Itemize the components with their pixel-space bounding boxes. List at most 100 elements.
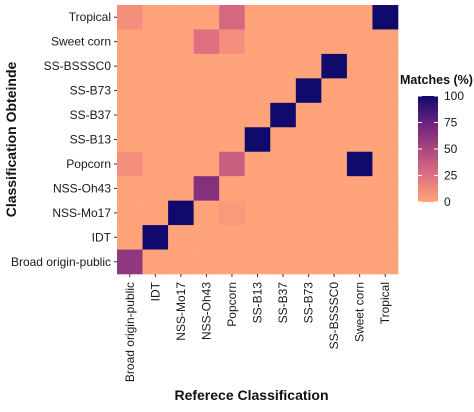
x-tick-label: SS-B37: [276, 282, 290, 324]
heatmap-cell: [346, 78, 373, 104]
heatmap-cells: [117, 5, 399, 275]
y-axis-title: Classification Obteinde: [3, 61, 19, 217]
y-tick-label: SS-B13: [70, 133, 112, 147]
heatmap-cell: [168, 29, 194, 55]
heatmap-cell: [372, 78, 399, 104]
heatmap-cell: [219, 127, 246, 153]
heatmap-cell: [244, 200, 271, 226]
heatmap-cell: [142, 225, 169, 250]
heatmap-cell: [372, 176, 399, 201]
heatmap-cell: [295, 29, 322, 55]
heatmap-cell: [117, 151, 143, 177]
heatmap-cell: [193, 78, 220, 104]
heatmap-cell: [193, 225, 220, 250]
heatmap-cell: [270, 225, 297, 250]
heatmap-cell: [219, 249, 246, 275]
heatmap-cell: [193, 176, 220, 201]
heatmap-cell: [117, 78, 143, 104]
heatmap-cell: [117, 249, 143, 275]
heatmap-cell: [270, 249, 297, 275]
heatmap-cell: [372, 151, 399, 177]
heatmap-cell: [117, 225, 143, 250]
heatmap-cell: [372, 200, 399, 226]
heatmap-cell: [244, 53, 271, 79]
heatmap-cell: [270, 102, 297, 128]
heatmap-cell: [117, 200, 143, 226]
heatmap-cell: [193, 127, 220, 153]
heatmap-cell: [193, 53, 220, 79]
x-axis-ticks: Broad origin-public IDT NSS-Mo17 NSS-Oh43 Po…: [123, 274, 392, 382]
heatmap-cell: [346, 249, 373, 275]
x-tick-label: SS-BSSSC0: [327, 282, 341, 350]
y-tick-label: Popcorn: [66, 157, 111, 171]
heatmap-cell: [321, 78, 348, 104]
heatmap-cell: [168, 102, 194, 128]
legend-title: Matches (%): [400, 73, 473, 87]
heatmap-cell: [372, 225, 399, 250]
heatmap-cell: [372, 102, 399, 128]
heatmap-cell: [295, 5, 322, 30]
heatmap-cell: [117, 102, 143, 128]
heatmap-cell: [270, 127, 297, 153]
heatmap-cell: [270, 78, 297, 104]
heatmap-cell: [117, 5, 143, 30]
heatmap-cell: [219, 200, 246, 226]
heatmap-cell: [193, 151, 220, 177]
legend-tick-label: 75: [444, 116, 458, 130]
heatmap-cell: [193, 249, 220, 275]
heatmap-cell: [142, 151, 169, 177]
legend-tick-label: 25: [444, 169, 458, 183]
heatmap-cell: [321, 29, 348, 55]
heatmap-cell: [193, 29, 220, 55]
heatmap-cell: [142, 29, 169, 55]
heatmap-cell: [372, 53, 399, 79]
x-tick-label: Popcorn: [225, 282, 239, 327]
heatmap-cell: [321, 225, 348, 250]
heatmap-cell: [270, 5, 297, 30]
heatmap-cell: [321, 200, 348, 226]
heatmap-cell: [168, 127, 194, 153]
heatmap-cell: [372, 29, 399, 55]
heatmap-cell: [142, 5, 169, 30]
heatmap-cell: [270, 200, 297, 226]
heatmap-cell: [244, 29, 271, 55]
heatmap-cell: [321, 176, 348, 201]
y-tick-label: NSS-Oh43: [53, 181, 111, 195]
x-tick-label: Sweet corn: [353, 282, 367, 342]
x-tick-label: SS-B73: [302, 282, 316, 324]
heatmap-cell: [346, 102, 373, 128]
x-tick-label: SS-B13: [251, 282, 265, 324]
heatmap-cell: [244, 151, 271, 177]
heatmap-cell: [295, 200, 322, 226]
heatmap-cell: [295, 102, 322, 128]
heatmap-cell: [321, 127, 348, 153]
heatmap-cell: [142, 102, 169, 128]
x-tick-label: NSS-Oh43: [199, 282, 213, 340]
heatmap-cell: [117, 29, 143, 55]
heatmap-cell: [346, 225, 373, 250]
heatmap-cell: [346, 127, 373, 153]
x-tick-label: NSS-Mo17: [174, 282, 188, 341]
heatmap-cell: [219, 176, 246, 201]
heatmap-cell: [142, 200, 169, 226]
y-tick-label: SS-B37: [70, 108, 112, 122]
heatmap-cell: [346, 151, 373, 177]
x-tick-label: Tropical: [378, 282, 392, 324]
heatmap-cell: [142, 78, 169, 104]
heatmap-cell: [193, 200, 220, 226]
heatmap-cell: [117, 176, 143, 201]
heatmap-cell: [244, 5, 271, 30]
heatmap-cell: [346, 200, 373, 226]
x-axis-title: Referece Classification: [174, 387, 328, 403]
heatmap-cell: [321, 5, 348, 30]
x-tick-label: IDT: [148, 281, 162, 301]
heatmap-cell: [244, 102, 271, 128]
heatmap-cell: [372, 5, 399, 30]
heatmap-cell: [295, 78, 322, 104]
y-tick-label: IDT: [92, 230, 112, 244]
heatmap-cell: [219, 225, 246, 250]
heatmap-cell: [142, 249, 169, 275]
y-tick-label: SS-B73: [70, 84, 112, 98]
heatmap-cell: [295, 53, 322, 79]
